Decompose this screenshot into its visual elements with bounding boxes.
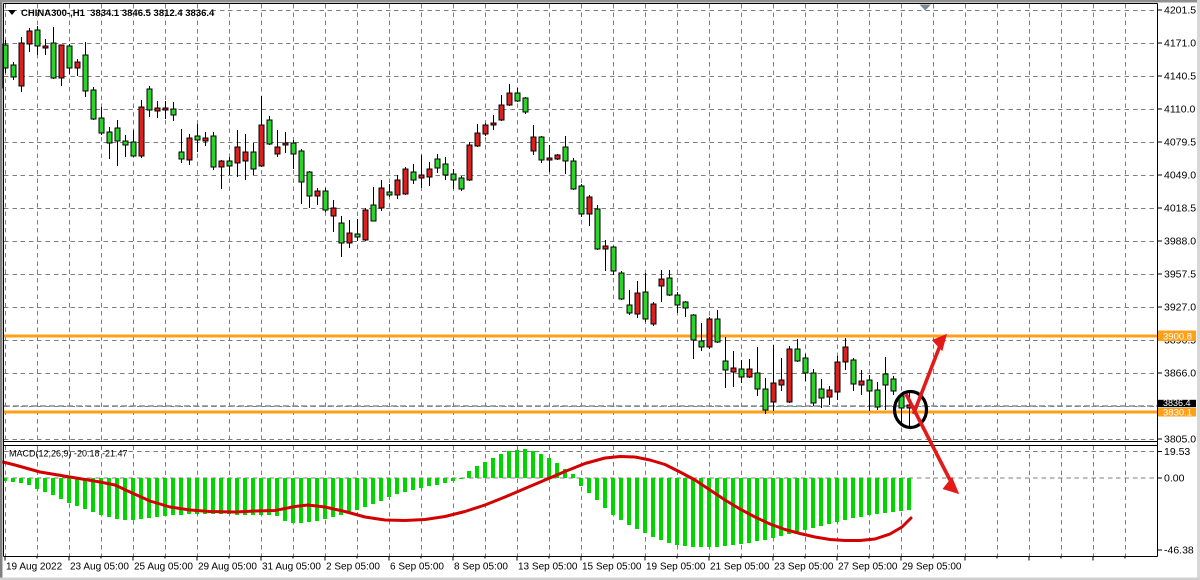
svg-text:6 Sep 05:00: 6 Sep 05:00 xyxy=(390,562,444,573)
svg-text:19 Sep 05:00: 19 Sep 05:00 xyxy=(646,562,706,573)
svg-text:29 Sep 05:00: 29 Sep 05:00 xyxy=(902,562,962,573)
svg-text:CHINA300-,H1 3834.1 3846.5 38: CHINA300-,H1 3834.1 3846.5 3812.4 3836.4 xyxy=(21,8,215,19)
svg-text:3866.0: 3866.0 xyxy=(1164,368,1196,380)
svg-text:4110.0: 4110.0 xyxy=(1164,104,1195,116)
svg-text:3830.1: 3830.1 xyxy=(1163,407,1192,418)
svg-text:3836.4: 3836.4 xyxy=(1163,398,1191,408)
svg-text:4079.5: 4079.5 xyxy=(1164,137,1196,149)
svg-text:4171.0: 4171.0 xyxy=(1164,38,1196,50)
svg-text:3805.0: 3805.0 xyxy=(1164,434,1196,446)
svg-text:29 Aug 05:00: 29 Aug 05:00 xyxy=(198,562,257,573)
svg-text:27 Sep 05:00: 27 Sep 05:00 xyxy=(838,562,898,573)
svg-text:23 Aug 05:00: 23 Aug 05:00 xyxy=(70,562,129,573)
svg-text:2 Sep 05:00: 2 Sep 05:00 xyxy=(326,562,380,573)
svg-text:19 Aug 2022: 19 Aug 2022 xyxy=(6,562,63,573)
svg-text:4049.0: 4049.0 xyxy=(1164,170,1196,182)
svg-text:8 Sep 05:00: 8 Sep 05:00 xyxy=(454,562,508,573)
svg-text:23 Sep 05:00: 23 Sep 05:00 xyxy=(774,562,834,573)
svg-text:21 Sep 05:00: 21 Sep 05:00 xyxy=(710,562,770,573)
svg-text:MACD(12,26,9) -20.18 -21.47: MACD(12,26,9) -20.18 -21.47 xyxy=(9,449,128,459)
svg-text:4140.5: 4140.5 xyxy=(1164,71,1196,83)
svg-text:4018.5: 4018.5 xyxy=(1164,203,1196,215)
svg-text:15 Sep 05:00: 15 Sep 05:00 xyxy=(582,562,642,573)
svg-text:-46.38: -46.38 xyxy=(1164,545,1194,557)
svg-text:4201.5: 4201.5 xyxy=(1164,5,1196,17)
svg-text:3900.8: 3900.8 xyxy=(1163,331,1192,342)
svg-text:3957.5: 3957.5 xyxy=(1164,269,1196,281)
svg-text:13 Sep 05:00: 13 Sep 05:00 xyxy=(518,562,578,573)
svg-text:19.53: 19.53 xyxy=(1164,446,1190,458)
svg-text:3927.0: 3927.0 xyxy=(1164,302,1196,314)
svg-text:25 Aug 05:00: 25 Aug 05:00 xyxy=(134,562,193,573)
svg-text:3988.0: 3988.0 xyxy=(1164,236,1196,248)
svg-text:31 Aug 05:00: 31 Aug 05:00 xyxy=(262,562,321,573)
svg-text:0.00: 0.00 xyxy=(1164,473,1185,485)
